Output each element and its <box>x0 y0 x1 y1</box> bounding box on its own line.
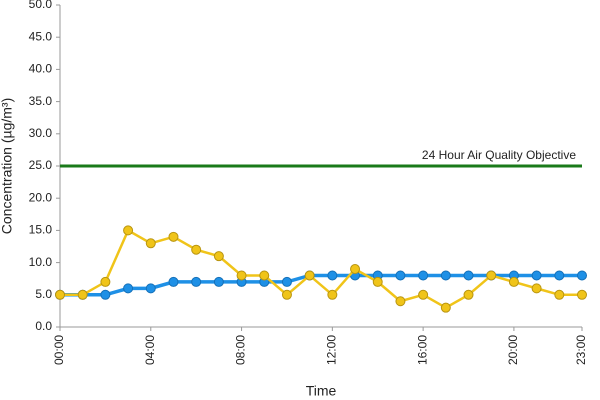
data-point <box>577 270 587 281</box>
x-tick-label: 23:00 <box>574 335 588 365</box>
x-tick-label: 16:00 <box>415 335 429 365</box>
data-point <box>531 270 542 281</box>
data-point <box>463 289 474 300</box>
y-tick-label: 20.0 <box>29 190 53 204</box>
y-tick-label: 25.0 <box>29 158 53 172</box>
data-point <box>440 270 451 281</box>
x-axis-label: Time <box>306 383 337 399</box>
data-point <box>213 251 224 262</box>
data-point <box>281 276 292 287</box>
y-tick-label: 30.0 <box>29 126 53 140</box>
data-point <box>236 270 247 281</box>
data-point <box>327 289 338 300</box>
data-point <box>531 283 542 294</box>
y-axis-label: Concentration (µg/m³) <box>0 98 15 234</box>
x-tick-label: 04:00 <box>143 335 157 365</box>
series-line <box>60 228 582 310</box>
y-tick-label: 0.0 <box>35 319 52 333</box>
x-tick-label: 00:00 <box>52 335 66 365</box>
data-point <box>191 276 202 287</box>
y-tick-label: 35.0 <box>29 94 53 108</box>
data-point <box>281 289 292 300</box>
data-point <box>55 289 65 300</box>
data-point <box>123 283 134 294</box>
data-point <box>418 270 429 281</box>
data-point <box>327 270 338 281</box>
data-point <box>486 270 497 281</box>
y-tick-label: 45.0 <box>29 29 53 43</box>
data-point <box>440 302 451 313</box>
y-tick-label: 40.0 <box>29 62 53 76</box>
y-tick-label: 10.0 <box>29 255 53 269</box>
data-point <box>100 289 111 300</box>
data-point <box>577 289 587 300</box>
data-point <box>372 276 383 287</box>
data-point <box>554 289 565 300</box>
data-point <box>100 276 111 287</box>
data-point <box>168 276 179 287</box>
data-point <box>213 276 224 287</box>
x-tick-label: 08:00 <box>234 335 248 365</box>
data-point <box>304 270 315 281</box>
x-tick-label: 20:00 <box>506 335 520 365</box>
data-point <box>350 264 361 275</box>
data-point <box>77 289 88 300</box>
y-tick-label: 15.0 <box>29 223 53 237</box>
data-point <box>145 238 156 249</box>
y-tick-label: 50.0 <box>29 0 53 11</box>
y-tick-label: 5.0 <box>35 287 52 301</box>
x-tick-label: 12:00 <box>325 335 339 365</box>
data-point <box>259 270 270 281</box>
data-point <box>191 244 202 255</box>
data-point <box>123 225 134 236</box>
data-point <box>554 270 565 281</box>
data-point <box>395 270 406 281</box>
data-point <box>145 283 156 294</box>
data-point <box>168 231 179 242</box>
reference-label: 24 Hour Air Quality Objective <box>422 148 576 162</box>
data-point <box>395 296 406 307</box>
data-point <box>463 270 474 281</box>
data-point <box>508 276 519 287</box>
data-point <box>418 289 429 300</box>
